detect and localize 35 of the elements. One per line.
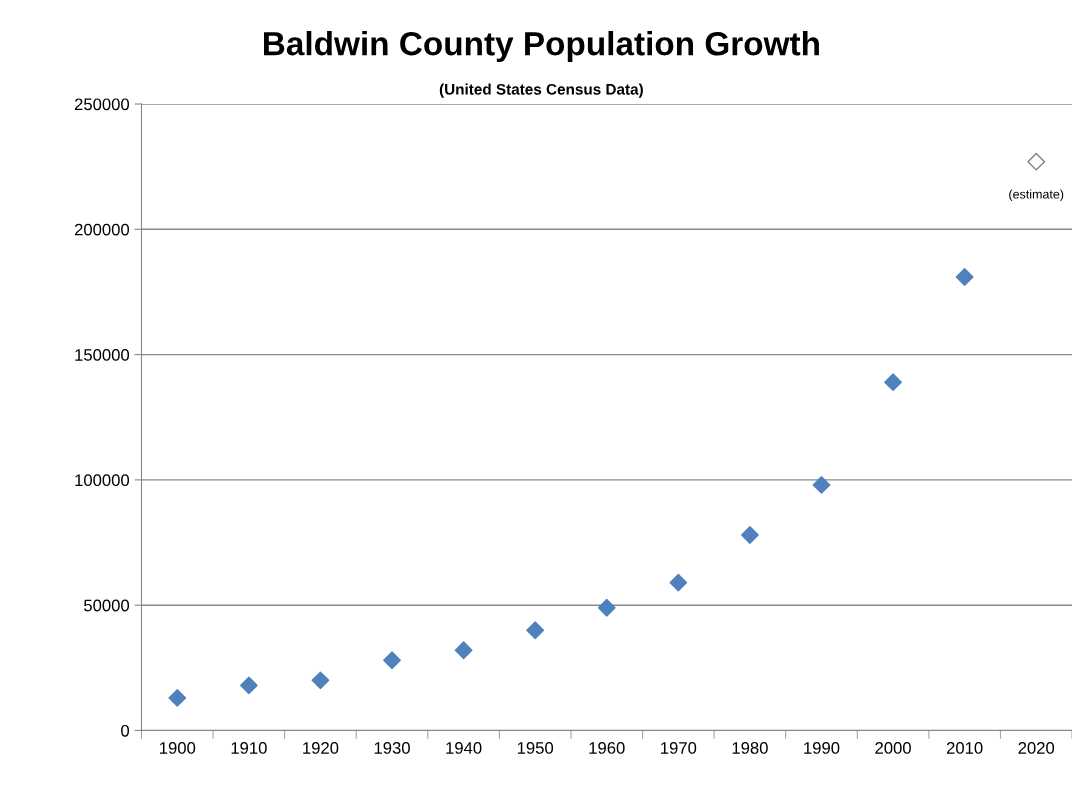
x-tick-label: 1910 [231, 742, 267, 754]
point [884, 373, 902, 392]
x-tick-label: 1950 [517, 742, 554, 754]
y-tick-label: 100000 [75, 474, 130, 487]
x-tick-label: 1960 [589, 742, 625, 754]
chart-subtitle: (United States Census Data) [439, 83, 643, 98]
x-tick-label: 2020 [1018, 742, 1055, 754]
y-tick-label: 0 [121, 724, 130, 737]
x-tick-label: 2010 [946, 742, 983, 754]
x-tick-label: 2000 [875, 742, 911, 754]
point [311, 671, 330, 690]
x-tick-label: 1900 [160, 742, 196, 754]
x-tick-label: 1940 [446, 742, 482, 754]
point [597, 598, 616, 617]
point [1027, 152, 1046, 171]
point [526, 621, 545, 640]
y-tick-label: 150000 [75, 349, 130, 361]
point [168, 688, 187, 707]
point [239, 676, 258, 695]
point [669, 573, 688, 592]
x-tick-label: 1990 [804, 742, 840, 754]
y-tick-label: 50000 [84, 599, 130, 612]
chart-title: Baldwin County Population Growth [264, 31, 819, 63]
annotation: (estimate) [1009, 189, 1064, 202]
y-tick-label: 200000 [74, 223, 130, 236]
point [740, 526, 759, 544]
x-tick-label: 1920 [303, 742, 339, 754]
point [955, 268, 974, 286]
x-tick-label: 1970 [661, 742, 697, 754]
y-tick-label: 250000 [74, 98, 130, 111]
point [454, 641, 473, 660]
point [383, 651, 401, 670]
x-tick-label: 1980 [732, 742, 768, 754]
point [812, 475, 831, 494]
x-tick-label: 1930 [374, 742, 410, 754]
